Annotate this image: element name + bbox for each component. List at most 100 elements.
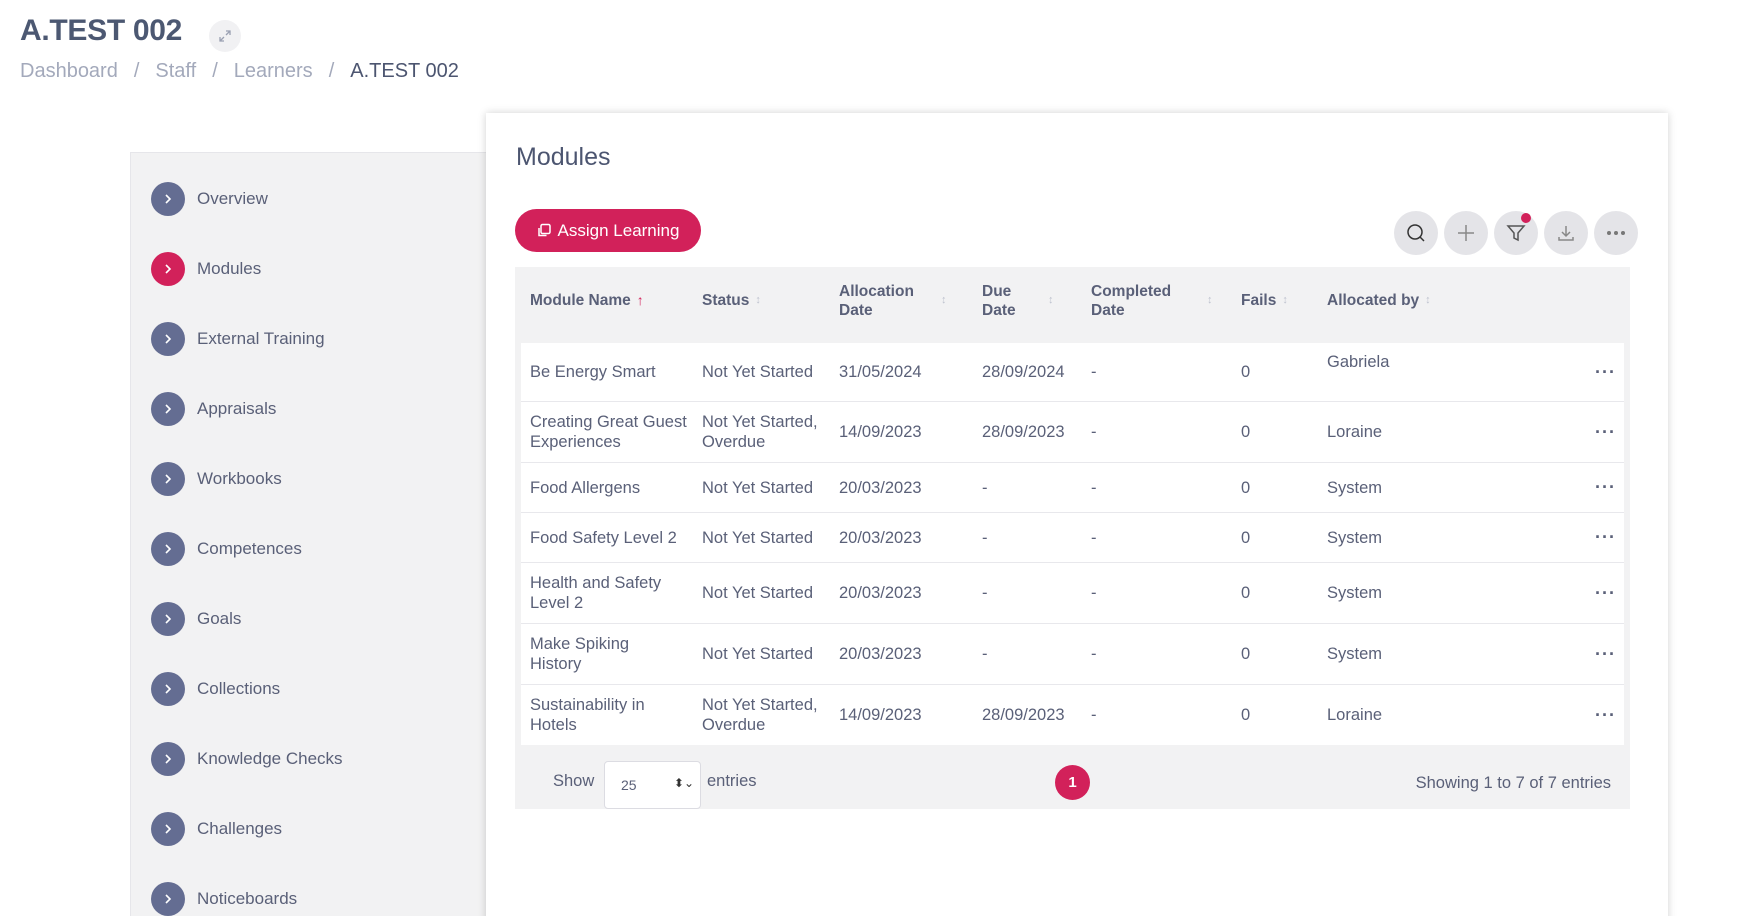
sidebar-item-knowledge-checks[interactable]: Knowledge Checks [151,741,343,777]
sort-icon: ↕ [1282,294,1288,306]
chevron-right-icon [151,882,185,916]
table-footer: Show 25 ⬍⌄ entries 1 Showing 1 to 7 of 7… [515,751,1630,809]
column-header-fails[interactable]: Fails ↕ [1241,267,1311,334]
cell-allocation-date: 14/09/2023 [839,423,922,441]
pagination-page-1[interactable]: 1 [1055,765,1090,800]
search-button[interactable] [1394,211,1438,255]
sidebar-item-competences[interactable]: Competences [151,531,302,567]
row-more-icon[interactable]: ··· [1595,704,1616,725]
cell-module-name[interactable]: Make Spiking History [530,635,630,673]
column-header-status[interactable]: Status ↕ [702,267,822,334]
cell-module-name[interactable]: Food Allergens [530,478,641,497]
table-row[interactable]: Make Spiking History Not Yet Started 20/… [521,624,1624,685]
filter-icon [1506,225,1526,242]
chevron-down-icon: ⬍⌄ [673,776,694,790]
cell-allocated-by: System [1327,478,1383,497]
sidebar-item-challenges[interactable]: Challenges [151,811,282,847]
breadcrumb-learners[interactable]: Learners [233,60,313,82]
cell-module-name[interactable]: Health and Safety Level 2 [530,574,662,612]
table-row[interactable]: Food Allergens Not Yet Started 20/03/202… [521,463,1624,513]
sidebar-item-goals[interactable]: Goals [151,601,241,637]
expand-icon [219,30,231,42]
cell-status: Not Yet Started, Overdue [702,413,818,451]
row-more-icon[interactable]: ··· [1595,361,1616,382]
column-header-label: Module Name [530,292,631,309]
cell-allocated-by: System [1327,645,1383,663]
cell-completed-date: - [1091,478,1097,497]
cell-completed-date: - [1091,423,1097,441]
column-header-allocation-date[interactable]: Allocation Date ↕ [839,267,949,334]
chevron-right-icon [151,742,185,776]
row-more-icon[interactable]: ··· [1595,477,1616,497]
download-icon [1558,226,1574,241]
table-row[interactable]: Be Energy Smart Not Yet Started 31/05/20… [521,343,1624,402]
cell-completed-date: - [1091,645,1097,663]
cell-due-date: 28/09/2023 [982,706,1065,724]
cell-allocated-by: Loraine [1327,423,1383,441]
column-header-module-name[interactable]: Module Name ↑ [530,267,690,334]
filter-active-indicator [1521,213,1531,223]
cell-status: Not Yet Started [702,363,813,381]
table-row[interactable]: Food Safety Level 2 Not Yet Started 20/0… [521,513,1624,563]
sort-icon: ↕ [1048,294,1054,306]
breadcrumb-separator: / [328,60,335,82]
sidebar-item-label: Competences [197,539,302,558]
column-header-completed-date[interactable]: Completed Date ↕ [1091,267,1221,334]
cell-fails: 0 [1241,528,1251,547]
cell-module-name[interactable]: Be Energy Smart [530,363,656,381]
breadcrumb: Dashboard / Staff / Learners / A.TEST 00… [20,60,459,83]
sidebar: Overview Modules External Training Appra… [130,152,490,916]
filter-button[interactable] [1494,211,1538,255]
sidebar-item-label: Knowledge Checks [197,749,343,768]
cell-completed-date: - [1091,584,1097,602]
table-row[interactable]: Health and Safety Level 2 Not Yet Starte… [521,563,1624,624]
cell-fails: 0 [1241,423,1251,441]
download-button[interactable] [1544,211,1588,255]
row-more-icon[interactable]: ··· [1595,527,1616,547]
sidebar-item-workbooks[interactable]: Workbooks [151,461,282,497]
show-label: Show [553,772,595,790]
column-header-allocated-by[interactable]: Allocated by ↕ [1327,267,1467,334]
cell-due-date: - [982,528,988,547]
row-more-icon[interactable]: ··· [1595,643,1616,664]
cell-fails: 0 [1241,645,1251,663]
table-row[interactable]: Sustainability in Hotels Not Yet Started… [521,685,1624,745]
cell-allocation-date: 20/03/2023 [839,584,922,602]
breadcrumb-staff[interactable]: Staff [155,60,197,82]
cell-fails: 0 [1241,363,1251,381]
column-header-label: Completed Date [1091,282,1172,319]
sidebar-item-collections[interactable]: Collections [151,671,280,707]
table-row[interactable]: Creating Great Guest Experiences Not Yet… [521,402,1624,463]
cell-status: Not Yet Started, Overdue [702,696,818,734]
sidebar-item-appraisals[interactable]: Appraisals [151,391,276,427]
add-button[interactable] [1444,211,1488,255]
cell-allocated-by: Gabriela [1327,353,1390,371]
more-options-button[interactable] [1594,211,1638,255]
cell-allocation-date: 31/05/2024 [839,363,922,381]
sidebar-item-modules[interactable]: Modules [151,251,261,287]
chevron-right-icon [151,322,185,356]
row-more-icon[interactable]: ··· [1595,421,1616,442]
assign-learning-button[interactable]: Assign Learning [515,209,701,252]
panel-title: Modules [516,143,611,171]
cell-status: Not Yet Started [702,584,813,602]
expand-button[interactable] [209,20,241,52]
sidebar-item-overview[interactable]: Overview [151,181,268,217]
sidebar-item-label: Modules [197,259,262,278]
copy-icon [537,223,551,237]
cell-module-name[interactable]: Creating Great Guest Experiences [530,413,687,451]
cell-module-name[interactable]: Food Safety Level 2 [530,528,677,547]
sidebar-item-label: Collections [197,679,281,698]
sidebar-item-external-training[interactable]: External Training [151,321,325,357]
cell-fails: 0 [1241,706,1251,724]
cell-status: Not Yet Started [702,645,813,663]
page-title: A.TEST 002 [20,14,183,47]
page-size-select[interactable]: 25 ⬍⌄ [604,761,701,809]
sidebar-item-noticeboards[interactable]: Noticeboards [151,881,297,916]
row-more-icon[interactable]: ··· [1595,582,1616,603]
column-header-due-date[interactable]: Due Date ↕ [982,267,1062,334]
breadcrumb-dashboard[interactable]: Dashboard [20,60,118,82]
breadcrumb-separator: / [133,60,140,82]
cell-module-name[interactable]: Sustainability in Hotels [530,696,645,734]
chevron-right-icon [151,182,185,216]
